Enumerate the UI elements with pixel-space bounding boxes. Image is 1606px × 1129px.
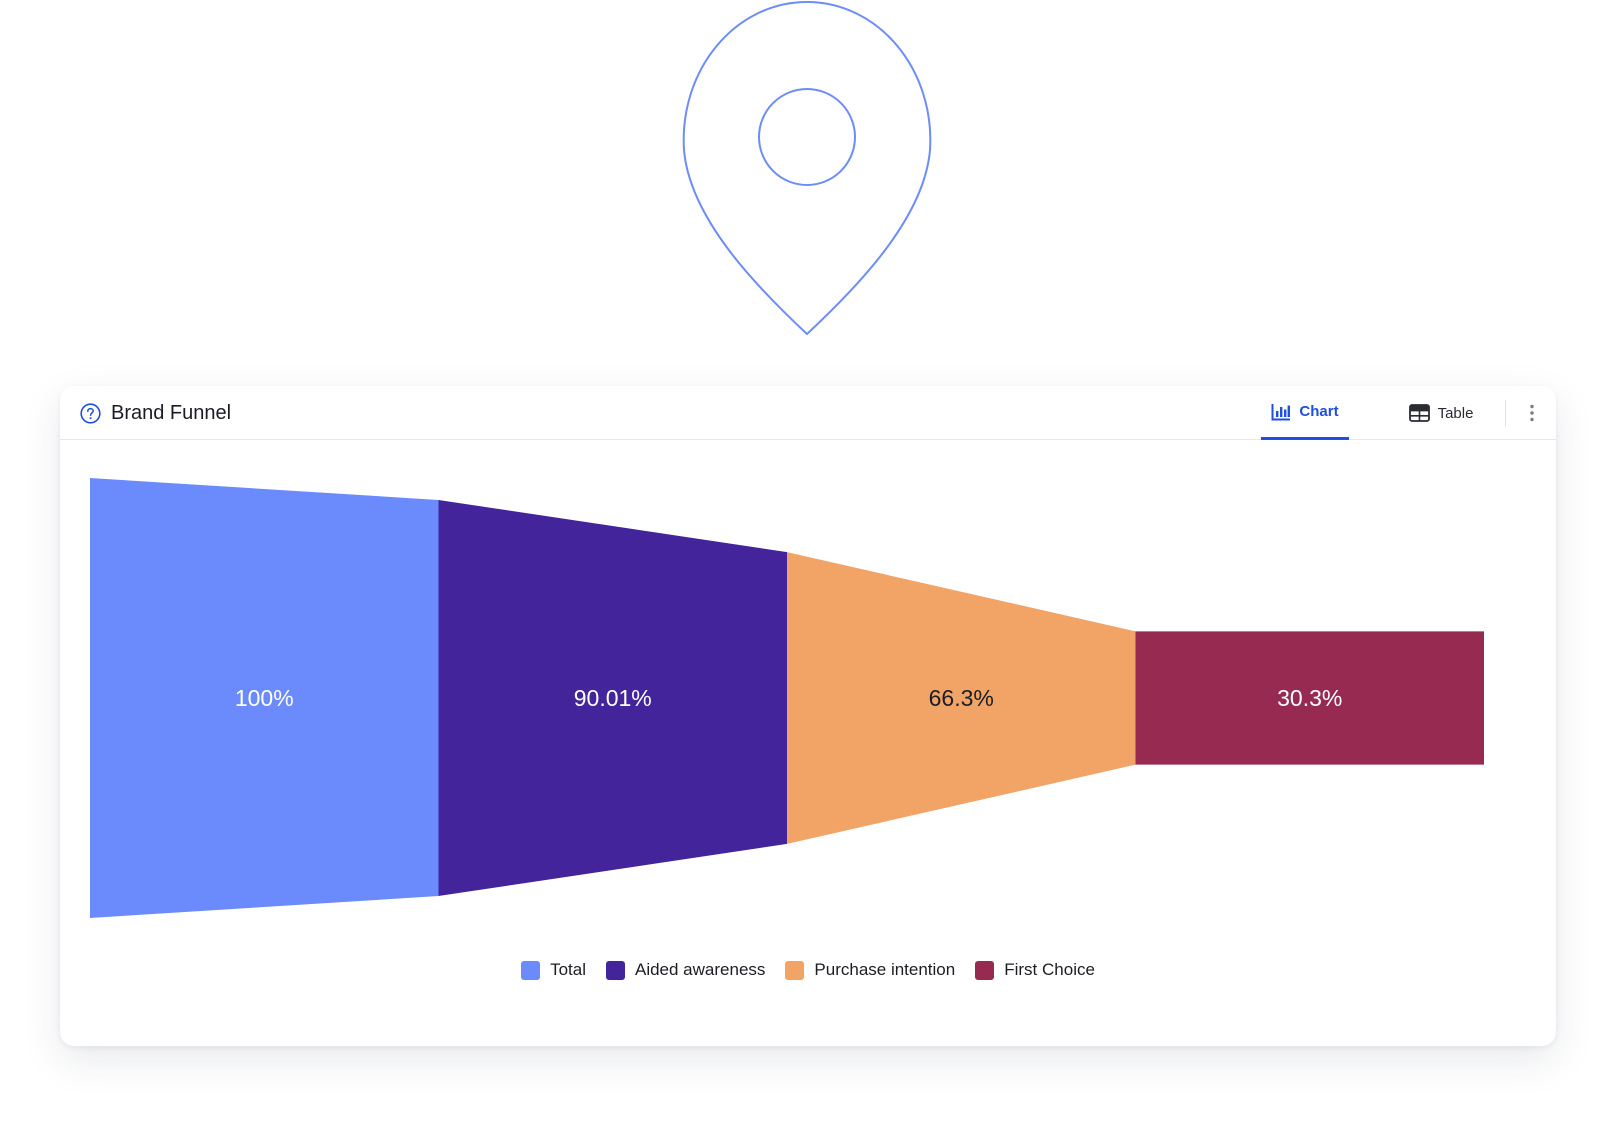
legend-label: Total bbox=[550, 960, 586, 979]
tab-chart[interactable]: Chart bbox=[1261, 386, 1349, 440]
location-pin-icon bbox=[682, 0, 932, 336]
legend-label: Purchase intention bbox=[814, 960, 956, 979]
legend-item-purchase-intention[interactable]: Purchase intention bbox=[785, 960, 955, 980]
legend-swatch bbox=[785, 960, 805, 980]
brand-funnel-card: Brand Funnel Chart Table bbox=[60, 386, 1556, 1046]
legend-item-total[interactable]: Total bbox=[521, 960, 586, 980]
legend-swatch bbox=[521, 960, 541, 980]
bar-chart-icon bbox=[1271, 403, 1291, 420]
funnel-label-total: 100% bbox=[235, 685, 294, 711]
chart-legend: Total Aided awareness Purchase intention Fi… bbox=[60, 956, 1556, 984]
legend-item-first-choice[interactable]: First Choice bbox=[975, 960, 1095, 980]
tab-chart-label: Chart bbox=[1299, 403, 1339, 420]
funnel-label-purchase-intention: 66.3% bbox=[929, 685, 994, 711]
legend-swatch bbox=[605, 960, 625, 980]
legend-label: First Choice bbox=[1004, 960, 1095, 979]
funnel-label-first-choice: 30.3% bbox=[1277, 685, 1342, 711]
funnel-chart: 100% 90.01% 66.3% 30.3% bbox=[90, 478, 1485, 918]
funnel-label-aided-awareness: 90.01% bbox=[574, 685, 652, 711]
more-options-button[interactable] bbox=[1520, 398, 1544, 428]
header-divider bbox=[1505, 400, 1506, 427]
funnel-segment-purchase-intention[interactable] bbox=[787, 552, 1136, 844]
table-icon bbox=[1408, 404, 1430, 422]
funnel-segment-total[interactable] bbox=[90, 478, 439, 918]
funnel-segment-first-choice[interactable] bbox=[1135, 631, 1485, 765]
legend-label: Aided awareness bbox=[634, 960, 766, 979]
question-circle-icon[interactable] bbox=[80, 403, 101, 424]
legend-item-aided-awareness[interactable]: Aided awareness bbox=[605, 960, 766, 980]
tab-table-label: Table bbox=[1437, 404, 1474, 422]
funnel-segment-aided-awareness[interactable] bbox=[438, 499, 788, 897]
tab-table[interactable]: Table bbox=[1396, 386, 1486, 440]
card-title: Brand Funnel bbox=[111, 402, 232, 424]
card-header: Brand Funnel Chart Table bbox=[60, 386, 1556, 440]
legend-swatch bbox=[975, 960, 995, 980]
vertical-dots-icon bbox=[1530, 404, 1534, 422]
